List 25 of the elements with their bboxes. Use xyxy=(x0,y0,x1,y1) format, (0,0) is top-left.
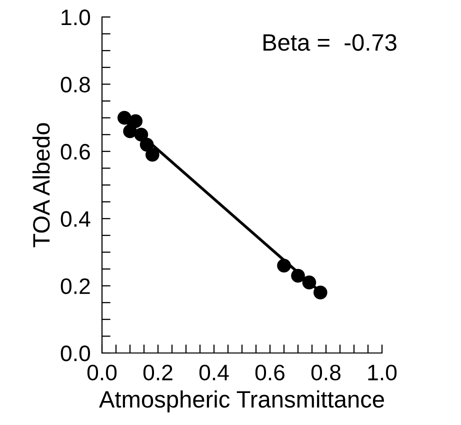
point xyxy=(123,124,137,138)
point xyxy=(302,276,316,290)
point xyxy=(117,110,132,125)
point xyxy=(313,286,328,300)
y-tick-label: 0.2 xyxy=(60,278,90,294)
y-axis-title: TOA Albedo xyxy=(32,123,50,248)
x-tick-label: 0.4 xyxy=(199,364,229,380)
x-tick-label: 0.6 xyxy=(255,364,284,380)
annotation: Beta = -0.73 xyxy=(264,34,396,51)
point xyxy=(140,138,154,152)
y-tick-label: 0.8 xyxy=(60,76,90,92)
x-tick-label: 0.0 xyxy=(87,364,117,380)
point xyxy=(291,268,305,283)
y-tick-label: 1.0 xyxy=(62,10,90,26)
point xyxy=(145,148,160,162)
x-tick-label: 0.8 xyxy=(311,364,340,380)
x-tick-label: 1.0 xyxy=(368,364,397,380)
point xyxy=(134,128,148,142)
y-tick-label: 0.4 xyxy=(60,211,90,227)
x-tick-label: 0.2 xyxy=(143,364,172,380)
y-tick-label: 0.6 xyxy=(60,144,90,160)
y-tick-label: 0.0 xyxy=(60,346,90,362)
point xyxy=(128,114,143,128)
point xyxy=(277,258,291,273)
x-axis-title: Atmospheric Transmittance xyxy=(99,390,384,412)
